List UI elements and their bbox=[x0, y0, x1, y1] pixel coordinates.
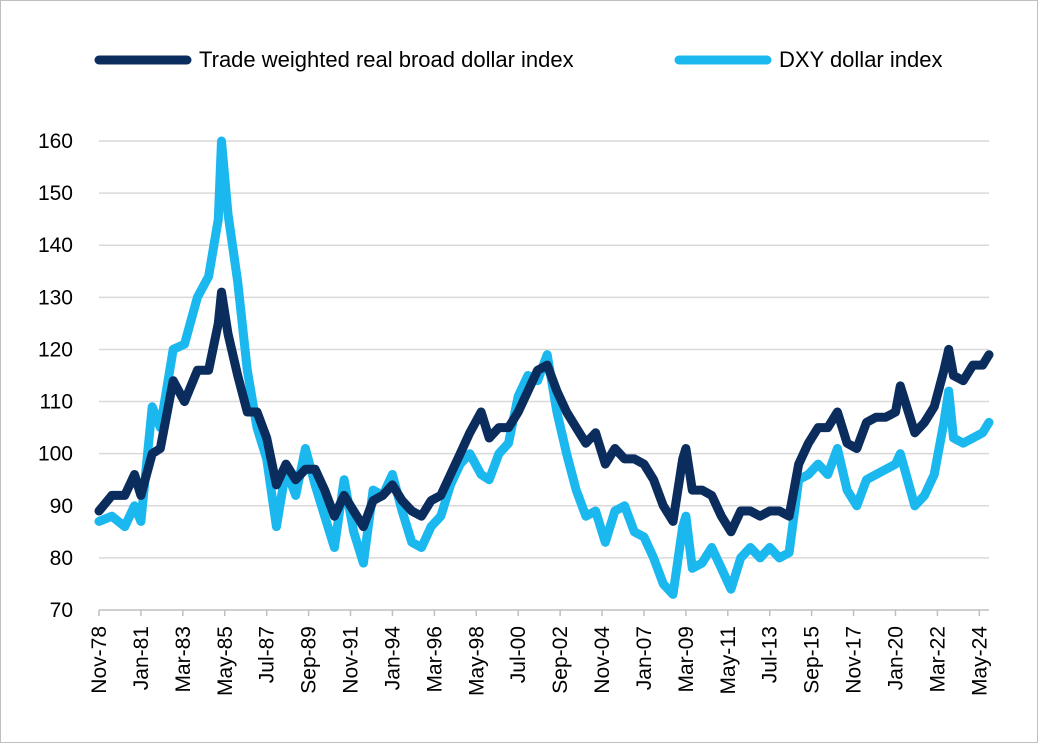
x-tick-label: Sep-15 bbox=[801, 626, 824, 694]
x-tick-label: Sep-89 bbox=[298, 626, 321, 694]
x-tick-label: Jul-13 bbox=[759, 626, 782, 683]
x-tick-label: Sep-02 bbox=[549, 626, 572, 694]
y-tick-label: 130 bbox=[38, 286, 73, 309]
x-tick-label: Jul-87 bbox=[256, 626, 279, 683]
series-line bbox=[94, 287, 994, 537]
y-tick-label: 70 bbox=[50, 599, 73, 622]
x-tick-label: May-11 bbox=[717, 626, 740, 694]
y-tick-label: 100 bbox=[38, 443, 73, 466]
y-tick-label: 160 bbox=[38, 130, 73, 153]
x-axis: Nov-78 Jan-81 Mar-83 May-85 Jul-87 Sep-89 Nov-… bbox=[88, 609, 991, 696]
y-tick-label: 110 bbox=[40, 391, 73, 414]
y-tick-label: 140 bbox=[38, 234, 73, 257]
x-tick-label: Jan-07 bbox=[633, 626, 656, 690]
y-tick-label: 80 bbox=[50, 547, 73, 570]
y-tick-label: 150 bbox=[38, 182, 73, 205]
x-tick-label: Mar-96 bbox=[423, 626, 446, 693]
legend: Trade weighted real broad dollar index DX… bbox=[94, 47, 942, 72]
x-tick-label: May-85 bbox=[214, 626, 237, 696]
y-tick-label: 120 bbox=[38, 338, 73, 361]
legend-label: Trade weighted real broad dollar index bbox=[199, 47, 574, 72]
y-axis: 70 80 90 100 110 120 130 140 150 160 bbox=[38, 130, 73, 622]
x-tick-label: Mar-22 bbox=[926, 626, 949, 693]
x-tick-label: Jan-81 bbox=[130, 626, 153, 690]
series-lines bbox=[94, 136, 994, 599]
x-tick-label: Nov-17 bbox=[843, 626, 866, 694]
legend-item: Trade weighted real broad dollar index bbox=[94, 47, 574, 72]
legend-label: DXY dollar index bbox=[779, 47, 942, 72]
x-tick-label: Mar-09 bbox=[675, 626, 698, 693]
x-tick-label: Jul-00 bbox=[507, 626, 530, 683]
legend-item: DXY dollar index bbox=[674, 47, 942, 72]
x-tick-label: Mar-83 bbox=[172, 626, 195, 693]
x-tick-label: May-24 bbox=[968, 626, 991, 696]
x-tick-label: Jan-20 bbox=[884, 626, 907, 690]
y-tick-label: 90 bbox=[50, 495, 73, 518]
x-tick-label: May-98 bbox=[465, 626, 488, 696]
x-tick-label: Nov-91 bbox=[340, 626, 363, 694]
x-tick-label: Jan-94 bbox=[381, 626, 404, 691]
x-tick-label: Nov-04 bbox=[591, 626, 614, 694]
x-tick-label: Nov-78 bbox=[88, 626, 111, 694]
